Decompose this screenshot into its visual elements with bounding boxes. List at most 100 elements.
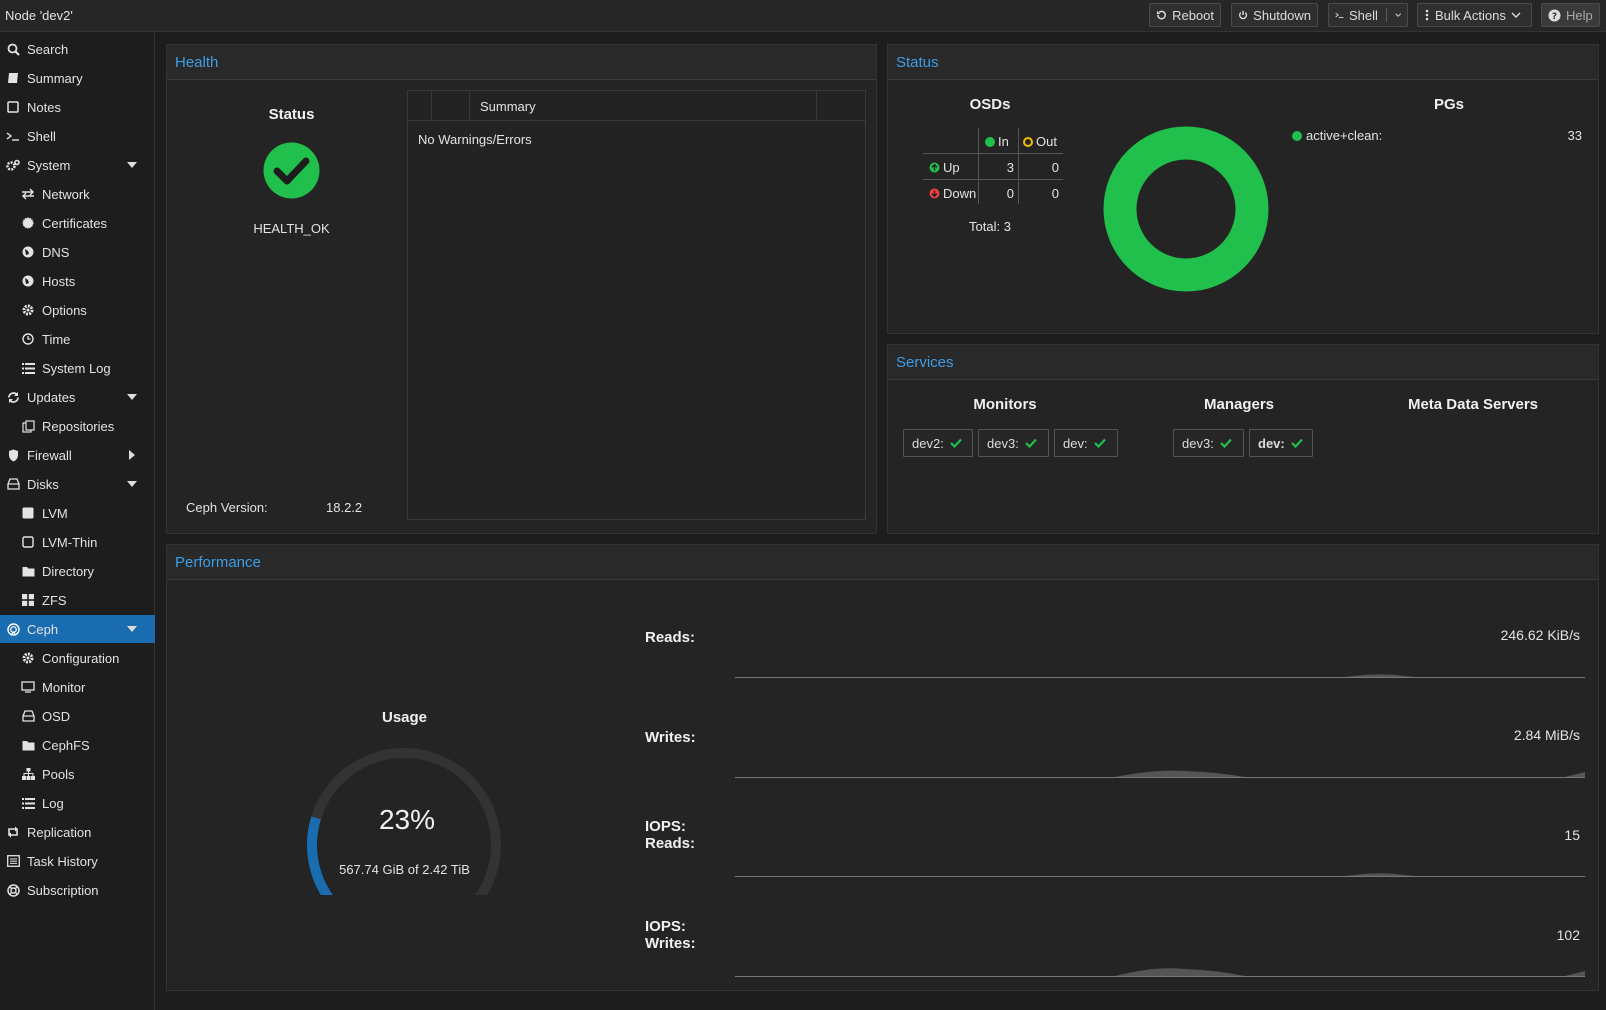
certificate-icon [21, 216, 35, 230]
sidebar-item-log[interactable]: Log [0, 789, 155, 817]
usage-label: Usage [381, 709, 428, 726]
sidebar-item-configuration[interactable]: Configuration [0, 644, 155, 672]
osds-label: OSDs [969, 96, 1011, 113]
osd-down-out-value: 0 [1051, 186, 1059, 201]
expand-caret-icon[interactable] [127, 394, 137, 400]
iops-reads-label-line1: IOPS: [645, 818, 686, 835]
square-outline-icon [21, 535, 35, 549]
sidebar-item-options[interactable]: Options [0, 296, 155, 324]
sidebar-item-pools[interactable]: Pools [0, 760, 155, 788]
reads-sparkline [735, 674, 1585, 678]
osd-table: In Out Up Down 3 0 0 0 [923, 128, 1063, 204]
top-bar: Node 'dev2' Reboot Shutdown Shell Bulk A… [0, 0, 1606, 32]
sidebar-item-monitor[interactable]: Monitor [0, 673, 155, 701]
monitors-label: Monitors [973, 396, 1037, 413]
check-icon [1290, 438, 1303, 448]
grid-column-header-summary[interactable]: Summary [470, 91, 817, 121]
search-icon [6, 42, 20, 56]
manager-dev3-button[interactable]: dev3: [1173, 429, 1244, 457]
summary-row: No Warnings/Errors [418, 132, 532, 147]
sidebar-item-replication[interactable]: Replication [0, 818, 155, 846]
sidebar-item-label: Summary [27, 70, 83, 86]
sidebar-item-directory[interactable]: Directory [0, 557, 155, 585]
osd-up-out-value: 0 [1051, 160, 1059, 175]
terminal-icon [1335, 12, 1344, 19]
sidebar-item-label: Subscription [27, 882, 99, 898]
collapse-caret-icon[interactable] [129, 450, 135, 460]
ceph-version-value: 18.2.2 [326, 500, 363, 515]
chevron-down-icon[interactable] [1394, 11, 1401, 19]
sidebar-item-time[interactable]: Time [0, 325, 155, 353]
sidebar-item-label: Ceph [27, 621, 59, 637]
svg-text:?: ? [1552, 12, 1557, 22]
sidebar-item-system-log[interactable]: System Log [0, 354, 155, 382]
manager-name: dev: [1258, 435, 1285, 451]
sidebar-item-dns[interactable]: DNS [0, 238, 155, 266]
sidebar-item-summary[interactable]: Summary [0, 64, 155, 92]
sidebar-item-subscription[interactable]: Subscription [0, 876, 155, 904]
bulk-actions-button[interactable]: Bulk Actions [1417, 3, 1532, 27]
sidebar-item-osd[interactable]: OSD [0, 702, 155, 730]
shell-button[interactable]: Shell [1328, 3, 1408, 27]
note-icon [6, 100, 20, 114]
expand-caret-icon[interactable] [127, 626, 137, 632]
sidebar-item-label: CephFS [42, 737, 90, 753]
hdd-icon [21, 709, 35, 723]
sidebar-item-zfs[interactable]: ZFS [0, 586, 155, 614]
monitor-dev-button[interactable]: dev: [1054, 429, 1118, 457]
shutdown-button[interactable]: Shutdown [1231, 3, 1318, 27]
sidebar-item-label: Network [42, 186, 90, 202]
services-header: Services [888, 345, 1598, 380]
health-title: Health [175, 54, 219, 71]
sitemap-icon [21, 767, 35, 781]
sidebar-item-hosts[interactable]: Hosts [0, 267, 155, 295]
sidebar-item-label: System [27, 157, 71, 173]
help-button[interactable]: ? Help [1541, 3, 1600, 27]
sidebar-item-label: Search [27, 41, 69, 57]
sidebar-item-label: OSD [42, 708, 71, 724]
pg-legend-item: active+clean: [1292, 128, 1382, 143]
sidebar-item-disks[interactable]: Disks [0, 470, 155, 498]
sidebar-item-label: Task History [27, 853, 98, 869]
th-large-icon [21, 593, 35, 607]
manager-dev-button[interactable]: dev: [1249, 429, 1313, 457]
list-icon [21, 796, 35, 810]
sidebar-item-label: LVM [42, 505, 68, 521]
sidebar-item-ceph[interactable]: Ceph [0, 615, 155, 643]
performance-header: Performance [167, 545, 1598, 580]
sidebar-item-notes[interactable]: Notes [0, 93, 155, 121]
sidebar-item-system[interactable]: System [0, 151, 155, 179]
sidebar-item-lvm[interactable]: LVM [0, 499, 155, 527]
sidebar-item-label: Pools [42, 766, 75, 782]
expand-caret-icon[interactable] [127, 481, 137, 487]
in-status-icon [985, 136, 995, 147]
sidebar-item-label: Updates [27, 389, 76, 405]
sidebar-item-network[interactable]: Network [0, 180, 155, 208]
sidebar-item-lvm-thin[interactable]: LVM-Thin [0, 528, 155, 556]
sidebar-item-cephfs[interactable]: CephFS [0, 731, 155, 759]
monitor-dev3-button[interactable]: dev3: [978, 429, 1049, 457]
grid-column-header[interactable] [408, 91, 432, 121]
sidebar-item-updates[interactable]: Updates [0, 383, 155, 411]
out-label: Out [1036, 134, 1057, 149]
writes-label: Writes: [645, 729, 696, 746]
sidebar-item-shell[interactable]: Shell [0, 122, 155, 150]
sidebar-item-firewall[interactable]: Firewall [0, 441, 155, 469]
retweet-icon [6, 825, 20, 839]
window-title: Node 'dev2' [5, 8, 73, 23]
globe-icon [21, 274, 35, 288]
sidebar-item-label: Repositories [42, 418, 115, 434]
sidebar-item-task-history[interactable]: Task History [0, 847, 155, 875]
grid-column-header[interactable] [432, 91, 470, 121]
square-icon [21, 506, 35, 520]
ceph-version-label: Ceph Version: [186, 500, 268, 515]
expand-caret-icon[interactable] [127, 162, 137, 168]
sidebar-item-repositories[interactable]: Repositories [0, 412, 155, 440]
sidebar-item-label: System Log [42, 360, 111, 376]
reboot-button[interactable]: Reboot [1149, 3, 1221, 27]
monitor-dev2-button[interactable]: dev2: [903, 429, 973, 457]
osd-in-header: In [985, 134, 1009, 149]
health-panel: Health Status HEALTH_OK Ceph Version: 18… [166, 44, 877, 534]
sidebar-item-certificates[interactable]: Certificates [0, 209, 155, 237]
sidebar-item-search[interactable]: Search [0, 35, 155, 63]
